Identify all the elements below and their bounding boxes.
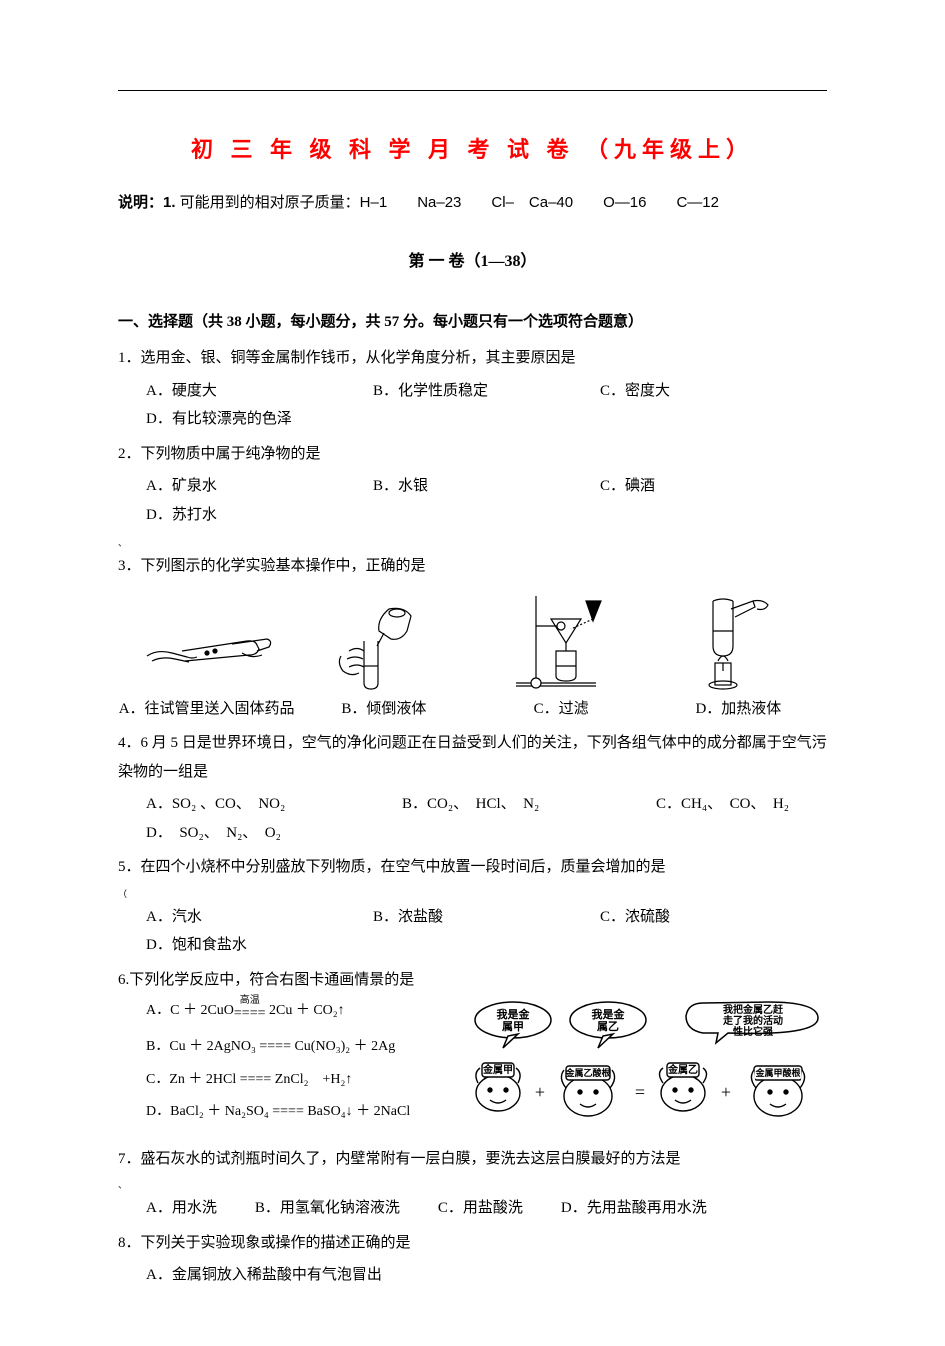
q2-opt-b: B．水银 <box>373 472 562 501</box>
q7-opt-d: D．先用盐酸再用水洗 <box>561 1194 707 1223</box>
instructions-label: 说明：1. <box>118 194 176 211</box>
q3-opt-b: B．倾倒液体 <box>295 695 472 724</box>
q1-opt-a: A．硬度大 <box>146 377 335 406</box>
q4-options: A．SO₂ 、CO、 NO₂ B．CO₂、 HCl、 N₂ C．CH₄、 CO、… <box>118 790 827 847</box>
q8-opt-a: A．金属铜放入稀盐酸中有气泡冒出 <box>118 1261 827 1290</box>
q2-opt-a: A．矿泉水 <box>146 472 335 501</box>
q3-options: A．往试管里送入固体药品 B．倾倒液体 C．过滤 D．加热液体 <box>118 695 827 724</box>
q3-opt-d: D．加热液体 <box>650 695 827 724</box>
q7-opt-c: C．用盐酸洗 <box>438 1194 523 1223</box>
q7-opt-a: A．用水洗 <box>146 1194 217 1223</box>
stray-mark-2: （ <box>118 886 827 903</box>
question-5: 5．在四个小烧杯中分别盛放下列物质，在空气中放置一段时间后，质量会增加的是 （ … <box>118 853 827 960</box>
q5-opt-c: C．浓硫酸 <box>600 903 789 932</box>
bubble-2-text: 我是金 <box>592 1007 626 1021</box>
char2-label: 金属乙酸根 <box>565 1067 612 1078</box>
q1-opt-b: B．化学性质稳定 <box>373 377 562 406</box>
top-rule <box>118 90 827 91</box>
instructions: 说明：1. 可能用到的相对原子质量：H–1 Na–23 Cl– Ca–40 O—… <box>118 189 827 218</box>
q2-opt-d: D．苏打水 <box>146 501 789 530</box>
heat-liquid-icon <box>683 591 793 691</box>
question-2: 2．下列物质中属于纯净物的是 A．矿泉水 B．水银 C．碘酒 D．苏打水 <box>118 440 827 530</box>
q5-opt-a: A．汽水 <box>146 903 335 932</box>
q3-opt-c: C．过滤 <box>473 695 650 724</box>
question-8: 8．下列关于实验现象或操作的描述正确的是 A．金属铜放入稀盐酸中有气泡冒出 <box>118 1229 827 1290</box>
q3-stem: 3．下列图示的化学实验基本操作中，正确的是 <box>118 552 827 581</box>
question-3: 3．下列图示的化学实验基本操作中，正确的是 <box>118 552 827 723</box>
stray-mark-1: 、 <box>118 535 827 552</box>
q6-cartoon: 我是金 属甲 我是金 属乙 我把金属乙赶 走了我的活动 性比它强 + <box>458 998 828 1139</box>
cartoon-reaction-icon: 我是金 属甲 我是金 属乙 我把金属乙赶 走了我的活动 性比它强 + <box>468 998 828 1128</box>
q5-stem: 5．在四个小烧杯中分别盛放下列物质，在空气中放置一段时间后，质量会增加的是 <box>118 853 827 882</box>
pour-liquid-icon <box>329 601 439 691</box>
q1-opt-d: D．有比较漂亮的色泽 <box>146 405 789 434</box>
q4-stem: 4．6 月 5 日是世界环境日，空气的净化问题正在日益受到人们的关注，下列各组气… <box>118 729 827 786</box>
q3-opt-a: A．往试管里送入固体药品 <box>118 695 295 724</box>
filtration-icon <box>501 591 621 691</box>
question-4: 4．6 月 5 日是世界环境日，空气的净化问题正在日益受到人们的关注，下列各组气… <box>118 729 827 847</box>
q1-opt-c: C．密度大 <box>600 377 789 406</box>
bubble-1-text: 我是金 <box>497 1007 531 1021</box>
svg-text:性比它强: 性比它强 <box>732 1025 773 1038</box>
page-title: 初 三 年 级 科 学 月 考 试 卷 （九年级上） <box>118 129 827 171</box>
q2-opt-c: C．碘酒 <box>600 472 789 501</box>
svg-text:=: = <box>635 1082 645 1102</box>
tube-insert-solid-icon <box>137 611 277 691</box>
question-7: 7．盛石灰水的试剂瓶时间久了，内壁常附有一层白膜，要洗去这层白膜最好的方法是 、… <box>118 1145 827 1223</box>
q3-diagram-d <box>650 591 827 691</box>
q6-opt-b: B．Cu ＋ 2AgNO₃ ==== Cu(NO₃)₂ ＋ 2Ag <box>118 1034 458 1061</box>
bubble-3-text: 我把金属乙赶 <box>723 1003 784 1016</box>
instructions-text: 可能用到的相对原子质量：H–1 Na–23 Cl– Ca–40 O—16 C—1… <box>176 194 719 211</box>
svg-text:+: + <box>721 1082 731 1102</box>
svg-text:走了我的活动: 走了我的活动 <box>722 1014 783 1027</box>
q3-diagram-c <box>473 591 650 691</box>
char4-label: 金属甲酸根 <box>755 1067 802 1078</box>
q5-opt-d: D．饱和食盐水 <box>146 931 789 960</box>
svg-text:属乙: 属乙 <box>597 1020 619 1033</box>
paper-section-header: 第 一 卷（1—38） <box>118 247 827 277</box>
section-1-title: 一、选择题（共 38 小题，每小题分，共 57 分。每小题只有一个选项符合题意） <box>118 308 827 337</box>
q1-options: A．硬度大 B．化学性质稳定 C．密度大 D．有比较漂亮的色泽 <box>118 377 827 434</box>
q6-opt-c: C．Zn ＋ 2HCl ==== ZnCl₂ +H₂↑ <box>118 1067 458 1094</box>
q2-options: A．矿泉水 B．水银 C．碘酒 D．苏打水 <box>118 472 827 529</box>
q4-opt-d: D． SO₂、 N₂、 O₂ <box>146 819 281 848</box>
q1-stem: 1．选用金、银、铜等金属制作钱币，从化学角度分析，其主要原因是 <box>118 344 827 373</box>
q6-opt-d: D．BaCl₂ ＋ Na₂SO₄ ==== BaSO₄↓ ＋ 2NaCl <box>118 1099 458 1126</box>
svg-text:属甲: 属甲 <box>502 1020 524 1033</box>
q7-options: A．用水洗 B．用氢氧化钠溶液洗 C．用盐酸洗 D．先用盐酸再用水洗 <box>118 1194 827 1223</box>
q5-opt-b: B．浓盐酸 <box>373 903 562 932</box>
char3-label: 金属乙 <box>667 1063 698 1076</box>
char1-label: 金属甲 <box>482 1063 513 1076</box>
q3-diagram-b <box>295 601 472 691</box>
q4-opt-a: A．SO₂ 、CO、 NO₂ <box>146 790 285 819</box>
q3-diagram-a <box>118 611 295 691</box>
q8-stem: 8．下列关于实验现象或操作的描述正确的是 <box>118 1229 827 1258</box>
q6-anno: 高温 <box>234 998 266 1003</box>
question-6: 6.下列化学反应中，符合右图卡通画情景的是 A．C ＋ 2CuO 高温==== … <box>118 966 827 1139</box>
svg-text:+: + <box>535 1082 545 1102</box>
stray-mark-3: 、 <box>118 1177 827 1194</box>
q6-options-col: A．C ＋ 2CuO 高温==== 2Cu ＋ CO₂↑ B．Cu ＋ 2AgN… <box>118 998 458 1131</box>
q4-opt-b: B．CO₂、 HCl、 N₂ <box>402 790 539 819</box>
q7-opt-b: B．用氢氧化钠溶液洗 <box>255 1194 400 1223</box>
q3-diagrams <box>118 591 827 691</box>
q5-options: A．汽水 B．浓盐酸 C．浓硫酸 D．饱和食盐水 <box>118 903 827 960</box>
q6-opt-a: A．C ＋ 2CuO 高温==== 2Cu ＋ CO₂↑ <box>118 998 458 1028</box>
q7-stem: 7．盛石灰水的试剂瓶时间久了，内壁常附有一层白膜，要洗去这层白膜最好的方法是 <box>118 1145 827 1174</box>
question-1: 1．选用金、银、铜等金属制作钱币，从化学角度分析，其主要原因是 A．硬度大 B．… <box>118 344 827 434</box>
q2-stem: 2．下列物质中属于纯净物的是 <box>118 440 827 469</box>
q6-stem: 6.下列化学反应中，符合右图卡通画情景的是 <box>118 966 827 995</box>
q4-opt-c: C．CH₄、 CO、 H₂ <box>656 790 789 819</box>
